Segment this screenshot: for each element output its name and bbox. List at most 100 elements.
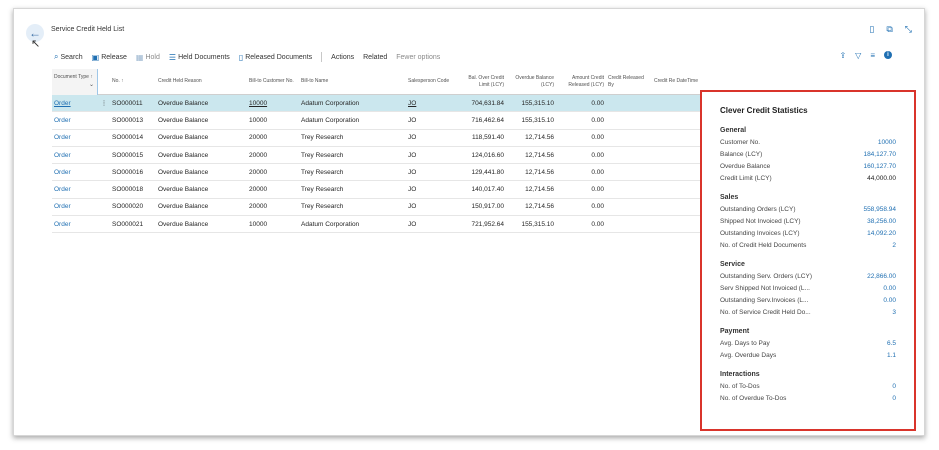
document-type-link[interactable]: Order	[54, 203, 71, 211]
stat-value-link[interactable]: 6.5	[886, 340, 896, 347]
table-row[interactable]: Order SO000015 Overdue Balance 20000 Tre…	[52, 147, 702, 165]
released-documents-button[interactable]: ▯ Released Documents	[238, 52, 313, 62]
stat-value-link[interactable]: 22,866.00	[867, 273, 896, 280]
back-arrow-icon[interactable]: ←	[26, 24, 44, 42]
col-bill-to-no[interactable]: Bill-to Customer No.	[249, 78, 294, 84]
stat-value-link[interactable]: 0.00	[883, 285, 896, 292]
col-salesperson[interactable]: Salesperson Code	[408, 78, 450, 84]
overdue: 12,714.56	[525, 186, 554, 194]
salesperson: JO	[408, 220, 417, 228]
overdue: 12,714.56	[525, 168, 554, 176]
stat-value-link[interactable]: 14,092.20	[867, 230, 896, 237]
customer-no[interactable]: 10000	[249, 99, 268, 107]
stat-value-link[interactable]: 0.00	[883, 297, 896, 304]
stat-row: Serv Shipped Not Invoiced (L... 0.00	[720, 283, 896, 295]
factbox-payment: Payment Avg. Days to Pay 6.5 Avg. Overdue…	[720, 328, 896, 362]
customer-no: 20000	[249, 151, 268, 159]
stat-row: No. of Service Credit Held Do... 3	[720, 307, 896, 319]
stat-row: Overdue Balance 160,127.70	[720, 161, 896, 173]
mouse-pointer-icon: ↖	[31, 38, 41, 50]
table-row[interactable]: Order ⋮ SO000011 Overdue Balance 10000 A…	[52, 95, 702, 113]
col-released-by[interactable]: Credit Released By	[608, 74, 644, 88]
amount-released: 0.00	[591, 99, 604, 107]
bookmark-icon[interactable]: ▯	[869, 24, 875, 34]
open-new-window-icon[interactable]: ⧉	[886, 24, 893, 34]
fewer-options-button[interactable]: Fewer options	[396, 53, 441, 61]
customer-name: Trey Research	[301, 186, 344, 194]
bal-over: 716,462.64	[471, 116, 504, 124]
col-released-datetime[interactable]: Credit Re DateTime	[654, 78, 698, 84]
table-row[interactable]: Order SO000020 Overdue Balance 20000 Tre…	[52, 199, 702, 217]
table-row[interactable]: Order SO000014 Overdue Balance 20000 Tre…	[52, 130, 702, 147]
bal-over: 118,591.40	[471, 134, 504, 142]
actions-menu[interactable]: Actions	[331, 53, 355, 61]
stat-value-link[interactable]: 184,127.70	[863, 151, 896, 158]
stat-value-link[interactable]: 160,127.70	[863, 163, 896, 170]
overdue: 12,714.56	[525, 151, 554, 159]
document-type-link[interactable]: Order	[54, 99, 71, 107]
table-row[interactable]: Order SO000016 Overdue Balance 20000 Tre…	[52, 164, 702, 182]
salesperson[interactable]: JO	[408, 99, 417, 107]
stat-value-link[interactable]: 3	[892, 309, 896, 316]
action-bar: ⌕ Search ▣ Release ▦ Hold ☰ Held Documents ▯…	[54, 50, 440, 64]
document-type-link[interactable]: Order	[54, 220, 71, 228]
search-button[interactable]: ⌕ Search	[54, 52, 83, 61]
stat-row: Outstanding Serv. Orders (LCY) 22,866.00	[720, 271, 896, 283]
salesperson: JO	[408, 151, 417, 159]
reason: Overdue Balance	[158, 168, 209, 176]
row-actions-icon[interactable]: ⋮	[100, 100, 108, 108]
document-type-link[interactable]: Order	[54, 168, 71, 176]
col-document-type[interactable]: Document Type ↑ ⌄	[52, 68, 98, 95]
held-documents-button[interactable]: ☰ Held Documents	[168, 52, 230, 62]
credit-held-table: Document Type ↑ ⌄ No. ↑ Credit Held Reaso…	[52, 68, 702, 234]
info-icon[interactable]: i	[884, 51, 892, 59]
document-type-link[interactable]: Order	[54, 186, 71, 194]
col-no[interactable]: No. ↑	[112, 78, 124, 84]
document-no: SO000018	[112, 186, 144, 194]
stat-value-link[interactable]: 0	[892, 383, 896, 390]
col-bill-to-name[interactable]: Bill-to Name	[301, 78, 329, 84]
release-button[interactable]: ▣ Release	[91, 52, 127, 62]
col-overdue[interactable]: Overdue Balance (LCY)	[515, 74, 554, 88]
stat-value-link[interactable]: 558,958.94	[863, 206, 896, 213]
col-bal-over[interactable]: Bal. Over Credit Limit (LCY)	[468, 74, 504, 88]
related-menu[interactable]: Related	[363, 53, 388, 61]
list-view-icon[interactable]: ≡	[870, 51, 875, 60]
stat-value-link[interactable]: 0	[892, 395, 896, 402]
stat-row: Avg. Days to Pay 6.5	[720, 338, 896, 350]
salesperson: JO	[408, 168, 417, 176]
amount-released: 0.00	[591, 134, 604, 142]
stat-value: 44,000.00	[867, 175, 896, 182]
document-type-link[interactable]: Order	[54, 116, 71, 124]
document-type-link[interactable]: Order	[54, 151, 71, 159]
share-icon[interactable]: ⇪	[839, 51, 847, 60]
col-amount-released[interactable]: Amount Credit Released (LCY)	[568, 74, 604, 88]
table-row[interactable]: Order SO000013 Overdue Balance 10000 Ada…	[52, 112, 702, 130]
chevron-down-icon[interactable]: ⌄	[88, 81, 94, 88]
stat-row: Customer No. 10000	[720, 137, 896, 149]
col-reason[interactable]: Credit Held Reason	[158, 78, 202, 84]
stat-value-link[interactable]: 1.1	[886, 352, 896, 359]
document-no: SO000016	[112, 168, 144, 176]
customer-name: Adatum Corporation	[301, 220, 360, 228]
document-no: SO000015	[112, 151, 144, 159]
salesperson: JO	[408, 203, 417, 211]
stat-row: Outstanding Serv.Invoices (L... 0.00	[720, 295, 896, 307]
collapse-icon[interactable]: ⤡	[904, 24, 912, 34]
factbox-service: Service Outstanding Serv. Orders (LCY) 22…	[720, 261, 896, 319]
stat-value-link[interactable]: 2	[892, 242, 896, 249]
hold-button[interactable]: ▦ Hold	[135, 52, 160, 62]
factbox-sales: Sales Outstanding Orders (LCY) 558,958.94…	[720, 194, 896, 252]
bal-over: 704,631.84	[471, 99, 504, 107]
filter-icon[interactable]: ▽	[855, 51, 862, 60]
reason: Overdue Balance	[158, 186, 209, 194]
table-row[interactable]: Order SO000018 Overdue Balance 20000 Tre…	[52, 181, 702, 199]
stat-value-link[interactable]: 10000	[877, 139, 896, 146]
section-heading: General	[720, 127, 747, 134]
clever-credit-statistics-factbox: Clever Credit Statistics General Custome…	[700, 90, 916, 431]
stat-value-link[interactable]: 38,256.00	[867, 218, 896, 225]
document-type-link[interactable]: Order	[54, 134, 71, 142]
customer-no: 20000	[249, 186, 268, 194]
amount-released: 0.00	[591, 220, 604, 228]
table-row[interactable]: Order SO000021 Overdue Balance 10000 Ada…	[52, 216, 702, 234]
